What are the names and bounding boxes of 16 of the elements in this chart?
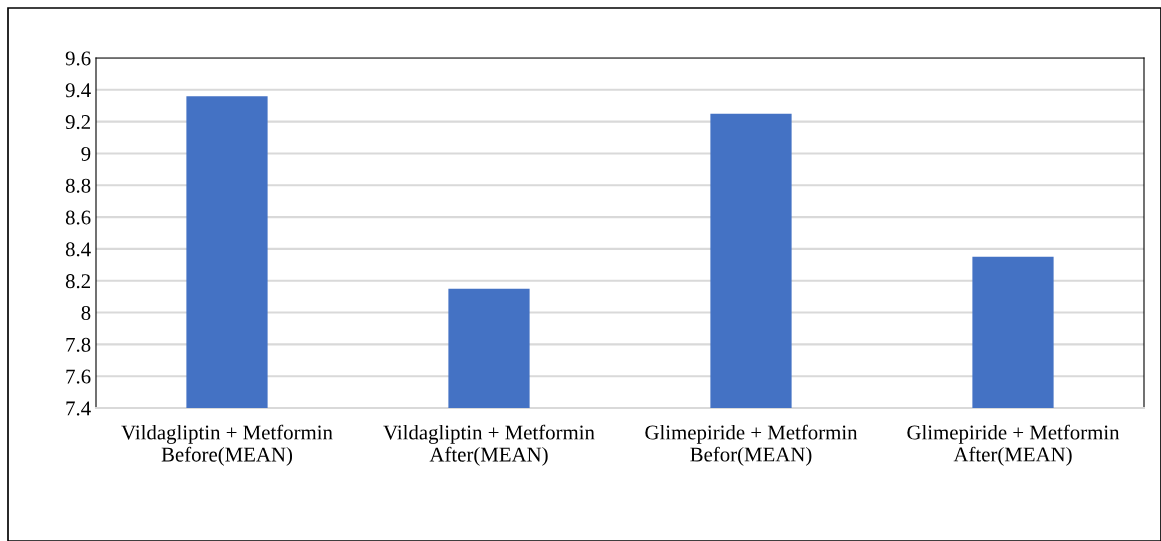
y-tick-label: 9.6 [65,51,91,66]
x-tick-label: Glimepiride + Metformin After(MEAN) [907,424,1120,466]
y-tick-label: 8.2 [65,274,90,289]
x-tick-label: Vildagliptin + Metformin After(MEAN) [383,424,595,466]
y-tick-label: 8 [81,305,91,320]
y-tick-label: 7.6 [66,369,91,384]
x-tick-label: Glimepiride + Metformin Befor(MEAN) [645,424,858,466]
y-tick-label: 7.8 [66,337,91,352]
y-tick-label: 9 [81,146,91,161]
y-tick-label: 8.8 [65,178,91,193]
y-tick-label: 8.4 [65,242,91,257]
y-tick-label: 9.4 [65,83,91,98]
y-tick-label: 8.6 [65,210,91,225]
y-tick-label: 9.2 [65,115,90,130]
x-tick-label: Vildagliptin + Metformin Before(MEAN) [121,424,333,466]
y-tick-label: 7.4 [66,401,91,416]
